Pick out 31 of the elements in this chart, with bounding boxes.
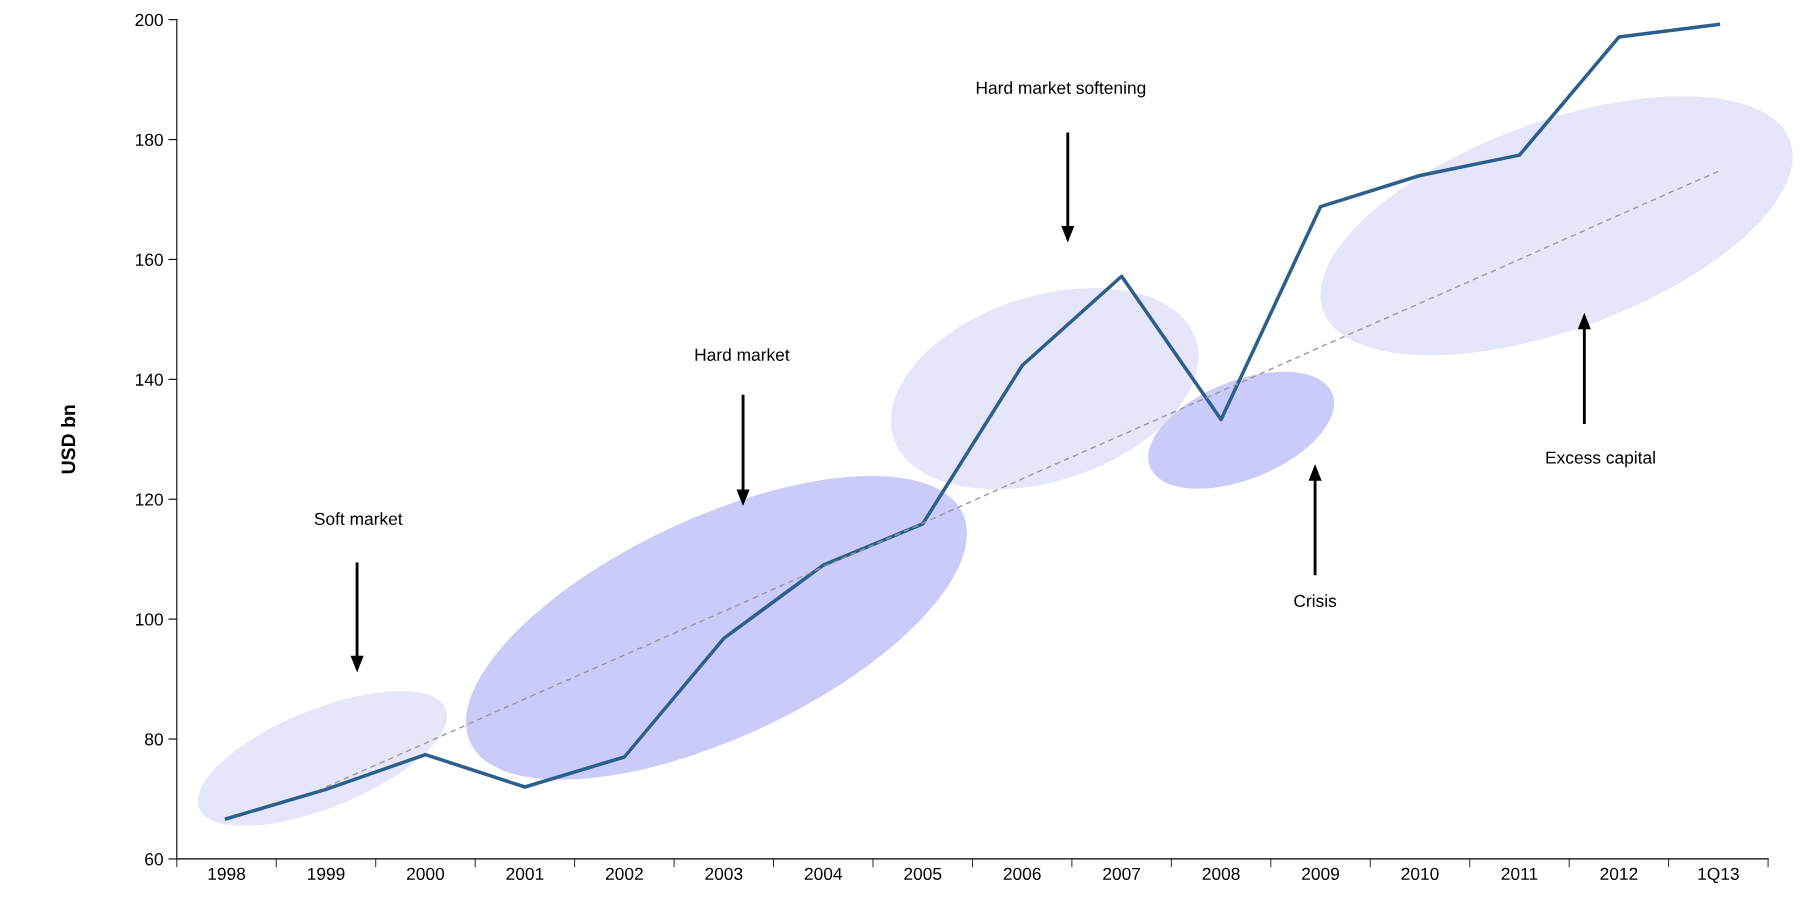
annotation: Hard market (695, 348, 790, 361)
y-tick-label: 80 (145, 733, 163, 746)
x-tick-label: 1Q13 (1698, 867, 1739, 884)
x-tick-label: 2001 (506, 867, 544, 880)
x-tick-label: 2003 (705, 867, 743, 880)
y-tick-label: 60 (145, 853, 163, 866)
x-tick-label: 2009 (1302, 867, 1340, 880)
y-tick-label: 120 (135, 493, 163, 506)
y-tick-label: 200 (135, 13, 163, 27)
x-tick-label: 2008 (1202, 867, 1240, 880)
x-tick-label: 2010 (1401, 867, 1439, 880)
x-tick-label: 2007 (1103, 867, 1141, 880)
annotation: Soft market (314, 512, 403, 525)
x-tick-label: 1999 (308, 867, 345, 880)
x-tick-label: 2012 (1600, 867, 1638, 880)
annotation: Crisis (1294, 594, 1337, 608)
y-tick-label: 180 (135, 133, 163, 147)
line-series (224, 22, 1721, 821)
x-tick-label: 2011 (1501, 867, 1538, 880)
y-axis-title: USD bn (60, 405, 76, 474)
x-tick-label: 2006 (1003, 867, 1041, 880)
x-tick-label: 2004 (804, 867, 843, 880)
annotation: Excess capital (1546, 451, 1655, 468)
y-tick-label: 160 (135, 253, 163, 266)
x-tick-label: 1998 (208, 867, 246, 880)
y-tick-label: 140 (135, 373, 163, 386)
x-tick-label: 2002 (605, 867, 643, 880)
y-tick-label: 100 (135, 613, 163, 626)
x-tick-label: 2000 (407, 867, 445, 880)
x-tick-label: 2005 (904, 867, 942, 880)
annotation: Hard market softening (976, 81, 1146, 98)
